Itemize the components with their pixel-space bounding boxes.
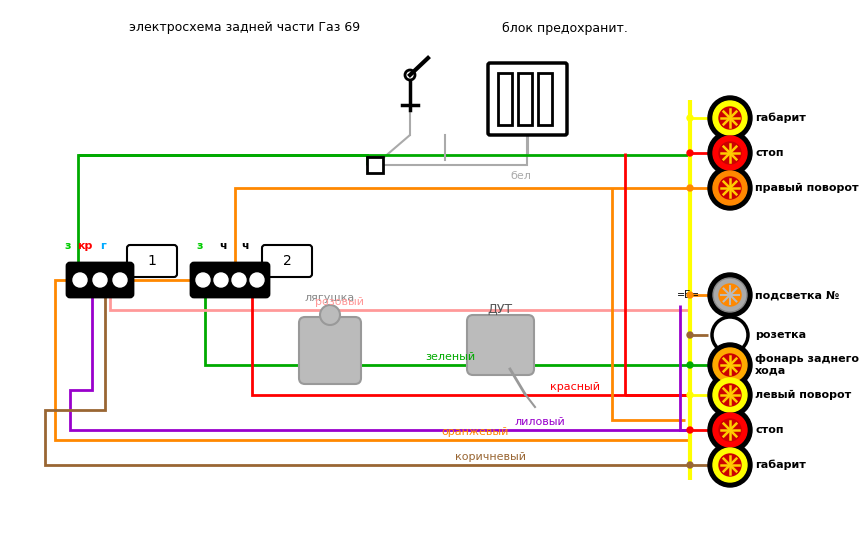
Circle shape — [196, 273, 210, 287]
Circle shape — [687, 427, 693, 433]
Text: з: з — [197, 241, 203, 251]
Circle shape — [708, 343, 752, 387]
Circle shape — [93, 273, 107, 287]
Bar — [367, 157, 383, 173]
Circle shape — [708, 166, 752, 210]
Circle shape — [713, 348, 747, 382]
Text: красный: красный — [550, 382, 600, 392]
Text: =Б=: =Б= — [677, 290, 699, 300]
Circle shape — [113, 273, 127, 287]
Circle shape — [719, 177, 741, 199]
Circle shape — [713, 413, 747, 447]
Circle shape — [713, 448, 747, 482]
Text: стоп: стоп — [755, 148, 784, 158]
Circle shape — [708, 96, 752, 140]
Circle shape — [687, 185, 693, 191]
FancyBboxPatch shape — [467, 315, 534, 375]
Text: бел: бел — [510, 171, 531, 181]
Text: правый поворот: правый поворот — [755, 183, 858, 193]
Text: з: з — [65, 241, 71, 251]
Circle shape — [250, 273, 264, 287]
Circle shape — [708, 131, 752, 175]
Circle shape — [708, 273, 752, 317]
Circle shape — [320, 305, 340, 325]
FancyBboxPatch shape — [262, 245, 312, 277]
Text: оранжевый: оранжевый — [442, 427, 509, 437]
Circle shape — [713, 101, 747, 135]
Circle shape — [719, 419, 741, 441]
Circle shape — [687, 362, 693, 368]
Text: коричневый: коричневый — [455, 452, 525, 462]
Bar — [518, 73, 532, 125]
Circle shape — [712, 317, 748, 353]
Text: лягушка: лягушка — [305, 293, 355, 303]
Circle shape — [687, 332, 693, 338]
Circle shape — [232, 273, 246, 287]
Circle shape — [687, 292, 693, 298]
FancyBboxPatch shape — [488, 63, 567, 135]
FancyBboxPatch shape — [299, 317, 361, 384]
Bar — [538, 73, 552, 125]
Text: габарит: габарит — [755, 113, 806, 123]
Text: г: г — [100, 241, 106, 251]
Circle shape — [719, 354, 741, 376]
Text: 1: 1 — [147, 254, 157, 268]
Text: зеленый: зеленый — [425, 352, 475, 362]
Text: габарит: габарит — [755, 460, 806, 470]
Text: фонарь заднего
хода: фонарь заднего хода — [755, 354, 859, 376]
Circle shape — [713, 136, 747, 170]
Text: ч: ч — [220, 241, 226, 251]
Circle shape — [719, 142, 741, 164]
Text: подсветка №: подсветка № — [755, 290, 839, 300]
Circle shape — [713, 171, 747, 205]
Circle shape — [687, 150, 693, 156]
Circle shape — [214, 273, 228, 287]
Circle shape — [719, 454, 741, 476]
Circle shape — [687, 115, 693, 121]
Text: розетка: розетка — [755, 330, 806, 340]
Text: электросхема задней части Газ 69: электросхема задней части Газ 69 — [129, 21, 361, 35]
Text: лиловый: лиловый — [515, 417, 566, 427]
Text: блок предохранит.: блок предохранит. — [502, 21, 628, 35]
Circle shape — [719, 284, 741, 306]
Text: стоп: стоп — [755, 425, 784, 435]
Text: 2: 2 — [282, 254, 291, 268]
Circle shape — [713, 278, 747, 312]
Circle shape — [687, 462, 693, 468]
Circle shape — [687, 392, 693, 398]
Text: кр: кр — [77, 241, 93, 251]
Text: ч: ч — [241, 241, 249, 251]
FancyBboxPatch shape — [127, 245, 177, 277]
Text: ДУТ: ДУТ — [487, 302, 512, 315]
FancyBboxPatch shape — [191, 263, 269, 297]
Circle shape — [708, 408, 752, 452]
Text: розовый: розовый — [315, 297, 364, 307]
FancyBboxPatch shape — [67, 263, 133, 297]
Circle shape — [713, 378, 747, 412]
Circle shape — [73, 273, 87, 287]
Text: левый поворот: левый поворот — [755, 390, 852, 400]
Circle shape — [405, 70, 415, 80]
Circle shape — [719, 107, 741, 129]
Circle shape — [708, 373, 752, 417]
Circle shape — [708, 443, 752, 487]
Circle shape — [719, 384, 741, 406]
Bar — [498, 73, 512, 125]
